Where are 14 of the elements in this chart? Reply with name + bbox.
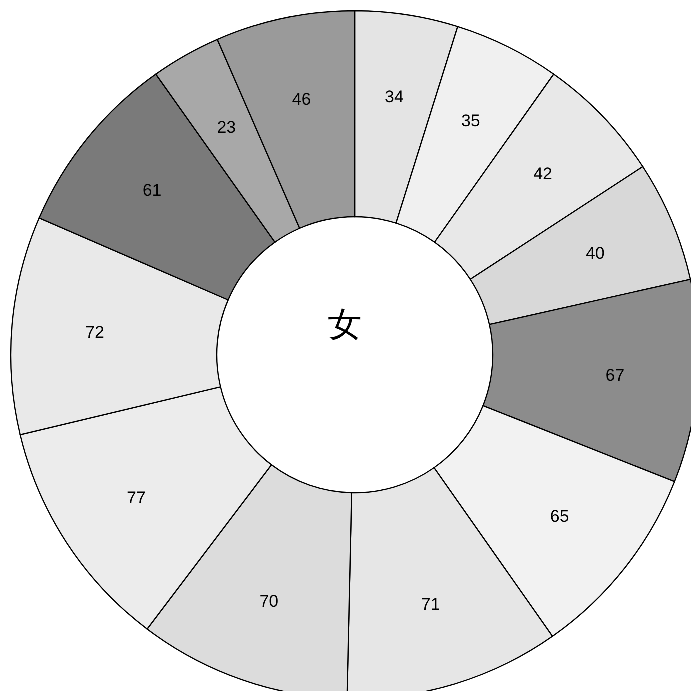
data-label: 65 — [550, 507, 570, 526]
data-label: 34 — [385, 88, 404, 107]
text: 女 — [328, 305, 362, 345]
data-label: 35 — [461, 112, 480, 131]
data-label: 71 — [421, 595, 440, 614]
data-label: 77 — [127, 488, 146, 508]
data-label: 40 — [586, 244, 605, 263]
data-label: 61 — [142, 181, 162, 200]
data-label: 42 — [534, 164, 552, 184]
data-label: 72 — [86, 322, 104, 342]
data-label: 23 — [217, 118, 236, 138]
data-label: 70 — [260, 592, 279, 611]
data-label: 67 — [606, 366, 625, 385]
data-label: 46 — [292, 90, 312, 109]
